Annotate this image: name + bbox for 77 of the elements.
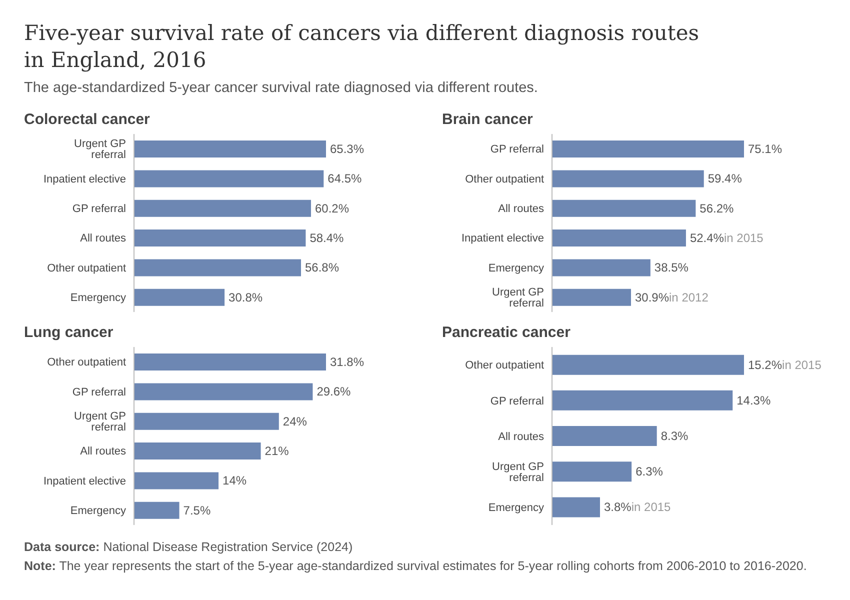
data-label: 15.2%in 2015 xyxy=(748,358,822,372)
data-label: 38.5% xyxy=(654,260,689,275)
y-tick-label: Emergency xyxy=(488,502,544,514)
text: Note: The year represents the start of the 5-year age-standardized survival estimates for 5-year rolling cohorts from 2006-2010 to 2016-2020. xyxy=(24,559,808,574)
chart-title: Colorectal cancer xyxy=(24,111,151,128)
chart-title: Pancreatic cancer xyxy=(442,324,572,341)
data-label: 58.4% xyxy=(310,231,344,246)
y-tick-label: Urgent GP referral xyxy=(74,410,126,434)
y-tick-label: GP referral xyxy=(490,144,544,156)
y-tick-label: Other outpatient xyxy=(47,356,126,369)
bar xyxy=(134,383,313,400)
bar xyxy=(134,200,312,217)
bar xyxy=(552,200,696,217)
bar xyxy=(134,502,180,519)
data-label: 31.8% xyxy=(330,355,364,370)
y-tick-label: Emergency xyxy=(488,262,544,274)
y-tick-label: Other outpatient xyxy=(465,360,544,372)
data-label: 64.5% xyxy=(328,172,362,186)
bar xyxy=(552,354,744,375)
data-label: 14.3% xyxy=(736,393,771,408)
y-tick-label: All routes xyxy=(498,203,544,216)
data-label: 30.8% xyxy=(228,290,263,304)
bar xyxy=(134,230,306,247)
y-tick-label: All routes xyxy=(498,430,544,443)
chart-title: Brain cancer xyxy=(442,111,534,128)
bar xyxy=(552,426,657,446)
data-label: 56.2% xyxy=(700,201,734,216)
y-tick-label: Urgent GP referral xyxy=(492,286,544,310)
bar xyxy=(134,472,219,490)
y-tick-label: GP referral xyxy=(490,395,544,408)
y-tick-label: GP referral xyxy=(72,386,126,398)
data-label: 8.3% xyxy=(660,429,689,444)
y-tick-label: All routes xyxy=(80,446,126,458)
data-label: 75.1% xyxy=(748,142,782,156)
data-label: 52.4%in 2015 xyxy=(690,231,764,246)
data-label: 21% xyxy=(264,444,290,458)
bar xyxy=(552,390,733,410)
y-tick-label: Inpatient elective xyxy=(43,173,126,186)
bar xyxy=(134,412,279,430)
data-label: 3.8%in 2015 xyxy=(604,500,672,514)
source-note: Data source: National Disease Registration Service (2024) xyxy=(24,540,354,555)
y-tick-label: Emergency xyxy=(70,505,126,518)
data-label: 56.8% xyxy=(305,260,340,275)
bar xyxy=(134,288,225,306)
bar xyxy=(552,288,631,306)
y-tick-label: Urgent GP referral xyxy=(74,138,126,162)
y-tick-label: Emergency xyxy=(70,292,126,304)
bar xyxy=(552,497,600,518)
chart-title: Lung cancer xyxy=(24,324,114,341)
data-label: 65.3% xyxy=(330,142,364,156)
bar xyxy=(552,170,704,188)
bar xyxy=(134,354,326,371)
y-tick-label: Inpatient elective xyxy=(43,475,126,488)
data-label: 59.4% xyxy=(708,172,742,186)
text: The age-standardized 5-year cancer survival rate diagnosed via different routes. xyxy=(24,80,538,96)
y-tick-label: All routes xyxy=(80,232,126,245)
text: Five-year survival rate of cancers via different diagnosis routes in England, 2016 xyxy=(24,20,700,74)
bar xyxy=(552,140,744,158)
y-tick-label: Urgent GP referral xyxy=(492,461,544,484)
y-tick-label: Other outpatient xyxy=(465,173,544,186)
y-tick-label: Other outpatient xyxy=(47,262,126,274)
bar xyxy=(134,140,326,158)
bar xyxy=(134,259,302,276)
data-label: 60.2% xyxy=(315,201,350,216)
data-label: 6.3% xyxy=(636,464,664,479)
data-label: 29.6% xyxy=(316,384,352,399)
data-label: 30.9%in 2012 xyxy=(635,290,709,304)
data-label: 14% xyxy=(222,474,247,488)
bar xyxy=(134,170,324,188)
bar xyxy=(134,442,261,460)
bar xyxy=(552,462,632,482)
bar xyxy=(552,259,650,276)
y-tick-label: GP referral xyxy=(72,203,126,216)
data-label: 7.5% xyxy=(183,503,211,518)
bar xyxy=(552,230,686,247)
data-label: 24% xyxy=(282,414,308,428)
y-tick-label: Inpatient elective xyxy=(461,232,544,245)
